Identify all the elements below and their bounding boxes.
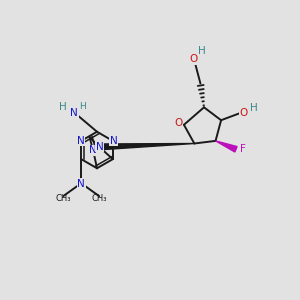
Text: H: H xyxy=(198,46,206,56)
Polygon shape xyxy=(99,143,194,150)
Text: N: N xyxy=(96,142,104,152)
Text: N: N xyxy=(110,136,117,146)
Polygon shape xyxy=(216,141,237,152)
Text: H: H xyxy=(79,102,86,111)
Text: N: N xyxy=(70,108,78,118)
Text: N: N xyxy=(77,179,85,189)
Text: H: H xyxy=(59,102,67,112)
Text: N: N xyxy=(89,146,97,155)
Text: O: O xyxy=(189,54,198,64)
Text: F: F xyxy=(239,144,245,154)
Text: CH₃: CH₃ xyxy=(56,194,71,203)
Text: O: O xyxy=(175,118,183,128)
Text: O: O xyxy=(239,108,248,118)
Text: N: N xyxy=(77,136,85,146)
Text: CH₃: CH₃ xyxy=(92,194,107,203)
Text: H: H xyxy=(250,103,258,113)
